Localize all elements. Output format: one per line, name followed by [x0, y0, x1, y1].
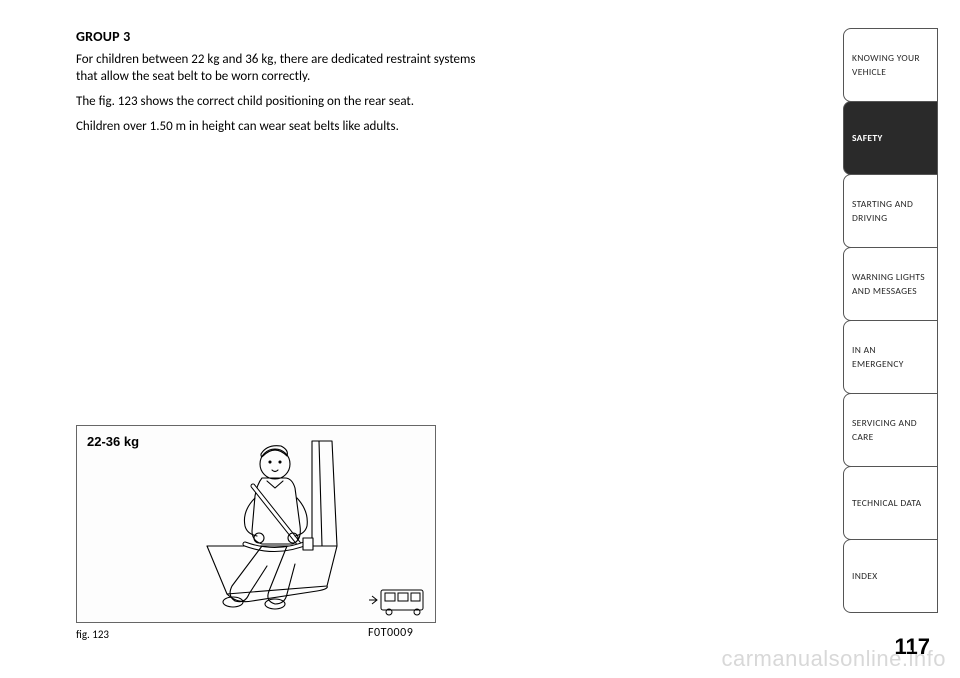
page: GROUP 3 For children between 22 kg and 3…	[0, 0, 960, 678]
section-heading: GROUP 3	[76, 28, 476, 45]
tab-label: WARNING LIGHTS	[852, 270, 929, 284]
tab-label: INDEX	[852, 569, 929, 583]
figure-123: 22-36 kg	[76, 425, 436, 623]
tab-label: AND MESSAGES	[852, 284, 929, 298]
figure-caption-code: F0T0009	[368, 626, 413, 640]
side-tab-4[interactable]: IN AN EMERGENCY	[843, 320, 938, 394]
side-tab-6[interactable]: TECHNICAL DATA	[843, 466, 938, 540]
tab-label: STARTING AND	[852, 197, 929, 211]
side-tab-3[interactable]: WARNING LIGHTSAND MESSAGES	[843, 247, 938, 321]
side-tab-1[interactable]: SAFETY	[843, 101, 938, 175]
side-tab-7[interactable]: INDEX	[843, 539, 938, 613]
tab-label: CARE	[852, 430, 929, 444]
tab-label: VEHICLE	[852, 65, 929, 79]
figure-caption-number: fig. 123	[76, 628, 109, 641]
side-tab-5[interactable]: SERVICING ANDCARE	[843, 393, 938, 467]
tab-label: KNOWING YOUR	[852, 51, 929, 65]
side-tabs: KNOWING YOURVEHICLE SAFETY STARTING ANDDRI…	[843, 28, 938, 612]
paragraph-3: Children over 1.50 m in height can wear …	[76, 119, 476, 136]
tab-label: TECHNICAL DATA	[852, 496, 929, 510]
side-tab-2[interactable]: STARTING ANDDRIVING	[843, 174, 938, 248]
tab-label: IN AN EMERGENCY	[852, 343, 929, 372]
tab-label: SERVICING AND	[852, 416, 929, 430]
watermark-text: carmanualsonline.info	[721, 646, 946, 672]
paragraph-2: The fig. 123 shows the correct child pos…	[76, 94, 476, 111]
figure-illustration	[77, 426, 437, 624]
tab-label: DRIVING	[852, 211, 929, 225]
tab-label: SAFETY	[852, 131, 929, 145]
paragraph-1: For children between 22 kg and 36 kg, th…	[76, 52, 476, 86]
content-column: GROUP 3 For children between 22 kg and 3…	[76, 28, 476, 144]
side-tab-0[interactable]: KNOWING YOURVEHICLE	[843, 28, 938, 102]
